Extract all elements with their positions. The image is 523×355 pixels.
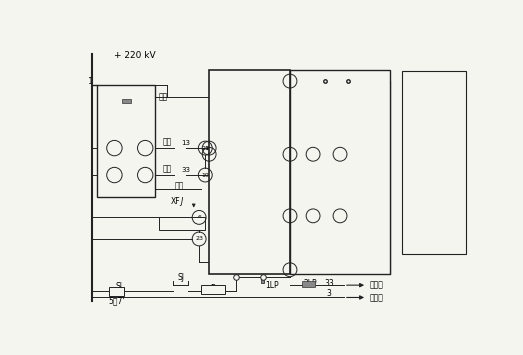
- Text: 手合: 手合: [162, 137, 172, 146]
- Text: YTJ: YTJ: [110, 181, 122, 190]
- Text: SJ: SJ: [116, 282, 122, 291]
- Bar: [209, 70, 290, 274]
- Text: KK: KK: [324, 206, 333, 212]
- Text: 通合: 通合: [159, 92, 168, 101]
- Text: 7: 7: [143, 145, 147, 151]
- Text: 低周减载放电: 低周减载放电: [420, 184, 448, 193]
- Text: KK: KK: [137, 166, 146, 172]
- Text: 遮分: 遮分: [175, 181, 184, 190]
- Text: XF: XF: [170, 197, 180, 207]
- Bar: [97, 85, 155, 197]
- Text: 遮跳放电: 遮跳放电: [424, 106, 443, 115]
- Text: 10: 10: [286, 152, 294, 157]
- Text: 1LP: 1LP: [265, 281, 279, 290]
- Text: SJ: SJ: [177, 273, 184, 282]
- Text: J40: J40: [295, 175, 308, 184]
- Text: 手分: 手分: [162, 164, 172, 173]
- Text: 6: 6: [112, 172, 117, 178]
- Text: 2: 2: [311, 151, 315, 157]
- Text: + 220 kV: + 220 kV: [115, 51, 156, 60]
- Bar: [302, 280, 315, 287]
- Text: J42: J42: [305, 70, 317, 80]
- Text: 8: 8: [143, 172, 147, 178]
- Text: DL: DL: [335, 70, 345, 80]
- Text: 跳后放电: 跳后放电: [424, 158, 443, 167]
- Text: SJ: SJ: [315, 160, 322, 170]
- Text: 9: 9: [288, 267, 292, 272]
- Text: 4: 4: [338, 151, 342, 157]
- Bar: [402, 71, 465, 254]
- Text: 9: 9: [207, 152, 211, 157]
- Bar: [201, 285, 224, 294]
- Text: 12: 12: [286, 78, 294, 83]
- Text: 21: 21: [205, 146, 213, 151]
- Text: 去合闸: 去合闸: [369, 293, 383, 302]
- Text: 21: 21: [201, 146, 209, 151]
- Text: 6: 6: [197, 215, 201, 220]
- Text: 1: 1: [311, 213, 315, 219]
- Text: 去跳闸: 去跳闸: [369, 281, 383, 290]
- Text: YHJ: YHJ: [312, 220, 324, 230]
- Text: YHJ: YHJ: [140, 92, 153, 101]
- Text: 3: 3: [326, 289, 331, 298]
- Text: 11: 11: [286, 213, 294, 218]
- Text: 手合加速: 手合加速: [424, 211, 443, 220]
- Text: 5－7': 5－7': [108, 296, 125, 305]
- Text: 33: 33: [325, 279, 334, 288]
- Bar: [109, 287, 124, 296]
- Text: 重合闸起动: 重合闸起动: [422, 80, 445, 89]
- Text: LP 压板: LP 压板: [104, 94, 124, 103]
- Text: 重合闸: 重合闸: [242, 177, 257, 186]
- Text: 信号复归: 信号复归: [174, 220, 191, 227]
- Text: KK: KK: [324, 144, 333, 150]
- Bar: [262, 277, 264, 283]
- Text: 33: 33: [181, 168, 190, 174]
- Text: 23: 23: [195, 236, 203, 241]
- Text: 2LP: 2LP: [304, 279, 317, 288]
- Text: J: J: [180, 197, 183, 207]
- Text: 19: 19: [201, 173, 209, 178]
- Text: JSGC - 4: JSGC - 4: [233, 88, 266, 97]
- Text: 1: 1: [88, 77, 94, 86]
- Text: 通合加速: 通合加速: [424, 237, 443, 246]
- Text: 手跳放电: 手跳放电: [424, 132, 443, 141]
- Text: 3: 3: [338, 213, 342, 219]
- Text: KK: KK: [137, 139, 146, 145]
- Text: 装置: 装置: [245, 219, 255, 228]
- Text: R: R: [210, 284, 215, 293]
- Text: ZL: ZL: [321, 179, 331, 188]
- Bar: [290, 70, 390, 274]
- Text: 5: 5: [112, 145, 117, 151]
- Bar: [122, 99, 131, 103]
- Text: 速段过流: 速段过流: [240, 142, 259, 151]
- Text: YTJ: YTJ: [313, 87, 325, 96]
- Bar: [159, 217, 206, 230]
- Text: 13: 13: [181, 141, 190, 147]
